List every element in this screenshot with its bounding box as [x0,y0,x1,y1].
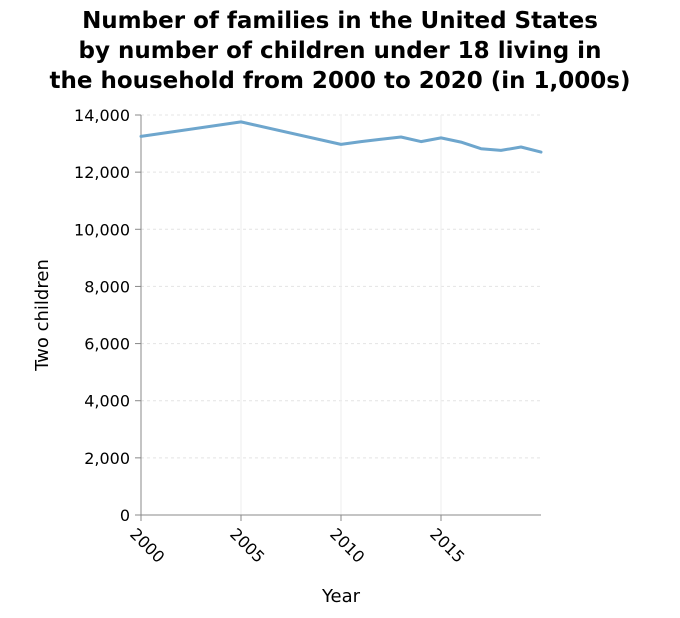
y-tick-label: 10,000 [74,220,130,239]
series-layer [139,120,543,154]
chart-title: Number of families in the United States … [49,8,630,94]
y-tick-label: 2,000 [84,449,130,468]
chart-title-line-3: the household from 2000 to 2020 (in 1,00… [49,68,630,94]
y-tick-label: 12,000 [74,163,130,182]
x-tick-label: 2005 [226,524,268,566]
x-tick-label: 2015 [426,524,468,566]
x-tick-label: 2010 [326,524,368,566]
y-tick-label: 8,000 [84,277,130,296]
y-tick-label: 14,000 [74,106,130,125]
y-tick-label: 6,000 [84,335,130,354]
tick-labels: 0 2,000 4,000 6,000 8,000 10,000 12,000 14,000 2… [74,106,468,567]
y-tick-label: 4,000 [84,392,130,411]
grid [141,114,541,515]
chart-title-line-1: Number of families in the United States [82,8,598,34]
chart-title-line-2: by number of children under 18 living in [79,38,602,64]
y-tick-label: 0 [120,506,130,525]
x-tick-label: 2000 [126,524,168,566]
y-axis-title: Two children [32,259,53,372]
x-axis-title: Year [321,586,361,607]
series-line [139,120,543,154]
axes [135,114,541,521]
